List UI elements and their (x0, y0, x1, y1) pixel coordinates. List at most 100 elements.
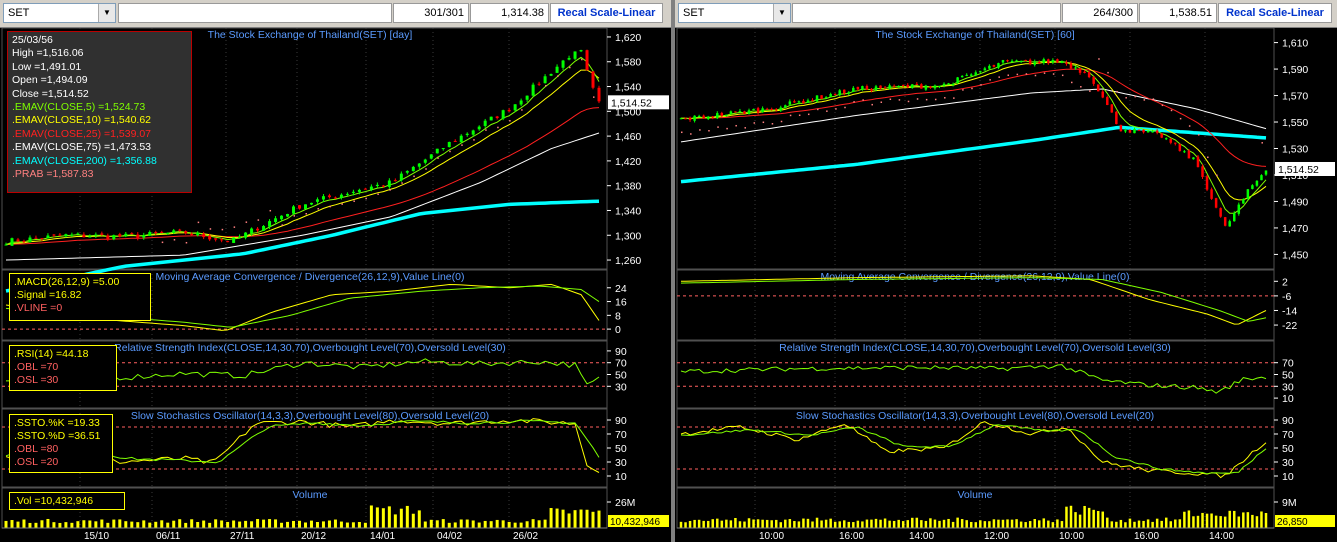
candle-body (752, 108, 755, 110)
volume-bar (784, 519, 787, 528)
volume-bar (833, 521, 837, 528)
volume-bar (399, 508, 403, 528)
data-window-line: .EMAV(CLOSE,75) =1,473.53 (12, 141, 152, 154)
volume-bar (815, 517, 819, 528)
volume-bar (345, 522, 349, 528)
prab-dot (353, 200, 355, 202)
volume-tick-label: 26M (615, 497, 635, 509)
price-tick-label: 1,590 (1282, 64, 1308, 76)
price-marker-label: 1,514.52 (1278, 164, 1319, 176)
candle-body (148, 232, 152, 236)
left-symbol-value: SET (8, 7, 30, 19)
candle-body (806, 100, 810, 103)
volume-bar (1065, 506, 1068, 528)
candle-body (1246, 189, 1250, 200)
candle-body (567, 58, 571, 60)
prab-dot (221, 228, 224, 231)
volume-bar (1128, 518, 1132, 528)
volume-bar (333, 519, 337, 528)
legend-line: .Signal =16.82 (14, 289, 82, 301)
volume-bar (1074, 512, 1077, 528)
prab-dot (916, 98, 919, 100)
candle-body (1078, 67, 1082, 73)
volume-bar (1242, 512, 1245, 528)
volume-bar (1101, 511, 1104, 528)
volume-bar (1001, 519, 1005, 528)
volume-bar (34, 522, 38, 528)
volume-bar (160, 520, 164, 528)
prab-dot (281, 224, 284, 226)
candle-body (52, 234, 56, 236)
volume-bar (112, 519, 116, 528)
right-recal-scale-button[interactable]: Recal Scale-Linear (1218, 3, 1332, 23)
volume-bar (1155, 518, 1159, 528)
candle-body (865, 86, 869, 90)
volume-bar (10, 520, 14, 528)
candle-body (573, 51, 577, 59)
price-tick-label: 1,610 (1282, 38, 1308, 50)
volume-bar (824, 519, 828, 528)
left-data-window: 25/03/56 High =1,516.06 Low =1,491.01 Open … (7, 31, 192, 193)
volume-bar (752, 519, 755, 528)
volume-bar (1038, 520, 1041, 528)
volume-bar (1264, 512, 1268, 528)
indicator-title: Slow Stochastics Oscillator(14,3,3),Over… (796, 410, 1154, 422)
candle-body (688, 117, 692, 120)
candle-body (947, 83, 950, 85)
candle-body (906, 84, 909, 88)
panel-separator[interactable] (671, 0, 675, 542)
volume-bar (1028, 521, 1032, 528)
candle-body (136, 234, 140, 238)
right-toolbar: SET ▼ 264/300 1,538.51 Recal Scale-Linea… (675, 0, 1337, 28)
volume-bar (555, 508, 559, 528)
prab-dot (1197, 134, 1200, 136)
candle-body (1219, 208, 1222, 217)
indicator-tick-label: -14 (1282, 305, 1297, 317)
ema10-line (681, 61, 1267, 201)
prab-dot (1170, 109, 1173, 112)
volume-bar (1096, 511, 1100, 528)
prab-dot (293, 215, 296, 217)
volume-bar (892, 520, 896, 528)
left-symbol-select[interactable]: SET ▼ (3, 3, 116, 23)
indicator-tick-label: -22 (1282, 320, 1297, 332)
volume-bar (765, 519, 769, 528)
candle-body (519, 100, 523, 105)
prab-dot (521, 109, 523, 111)
volume-bar (933, 519, 937, 528)
price-tick-label: 1,550 (1282, 117, 1308, 129)
candle-body (847, 92, 851, 94)
prab-dot (377, 193, 379, 195)
candle-body (1083, 71, 1086, 73)
chevron-down-icon[interactable]: ▼ (98, 4, 115, 22)
candle-body (1060, 61, 1064, 64)
left-recal-scale-button[interactable]: Recal Scale-Linear (550, 3, 663, 23)
candle-body (160, 231, 164, 233)
candle-body (256, 228, 260, 231)
volume-bar (286, 521, 290, 528)
candle-body (852, 87, 855, 92)
volume-bar (901, 521, 905, 528)
prab-dot (1061, 74, 1064, 77)
candle-body (1106, 97, 1109, 106)
candle-body (1187, 150, 1191, 159)
candle-body (1087, 71, 1091, 78)
volume-bar (250, 521, 254, 528)
legend-line: .SSTO.%K =19.33 (14, 417, 100, 429)
data-window-line: Open =1,494.09 (12, 74, 88, 87)
prab-dot (1007, 74, 1010, 76)
volume-bar (1010, 519, 1014, 528)
macd-line (680, 275, 1267, 325)
indicator-title: Moving Average Convergence / Divergence(… (156, 271, 465, 283)
candle-body (702, 115, 705, 119)
volume-bar (154, 521, 158, 528)
candle-body (788, 101, 792, 105)
volume-bar (1210, 513, 1213, 528)
candle-body (1223, 217, 1227, 226)
price-tick-label: 1,530 (1282, 144, 1308, 156)
volume-title: Volume (292, 489, 327, 501)
chevron-down-icon[interactable]: ▼ (773, 4, 790, 22)
candle-body (28, 237, 32, 243)
right-symbol-select[interactable]: SET ▼ (678, 3, 791, 23)
left-ssto-legend: .SSTO.%K =19.33 .SSTO.%D =36.51 .OBL =80 .O… (9, 414, 113, 473)
